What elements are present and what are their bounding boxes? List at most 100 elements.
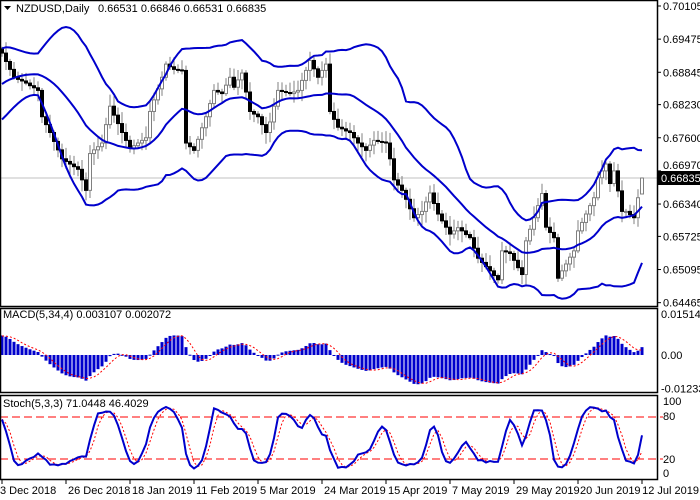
candle[interactable]	[364, 143, 368, 162]
candle[interactable]	[196, 136, 200, 158]
candle[interactable]	[516, 251, 520, 272]
candle[interactable]	[112, 96, 116, 123]
candle[interactable]	[84, 172, 88, 201]
candle[interactable]	[80, 160, 84, 192]
candle[interactable]	[592, 191, 596, 217]
candle[interactable]	[392, 147, 396, 191]
candle[interactable]	[300, 72, 304, 102]
candle[interactable]	[436, 192, 440, 222]
candle[interactable]	[256, 111, 260, 124]
candle[interactable]	[368, 138, 372, 158]
candle[interactable]	[320, 61, 324, 86]
macd-pane[interactable]	[0, 335, 644, 385]
candle[interactable]	[380, 132, 384, 153]
candle[interactable]	[500, 241, 504, 285]
candle[interactable]	[32, 77, 36, 95]
candle[interactable]	[496, 273, 500, 284]
candle[interactable]	[544, 190, 548, 231]
candle[interactable]	[640, 177, 644, 195]
candle[interactable]	[524, 236, 528, 285]
candle[interactable]	[636, 189, 640, 227]
candle[interactable]	[556, 233, 560, 282]
candle[interactable]	[388, 132, 392, 166]
candle[interactable]	[572, 247, 576, 268]
candle[interactable]	[204, 113, 208, 137]
candle[interactable]	[376, 130, 380, 145]
candle[interactable]	[296, 80, 300, 99]
candle[interactable]	[244, 70, 248, 100]
candle[interactable]	[340, 119, 344, 136]
candle[interactable]	[372, 131, 376, 155]
candle[interactable]	[92, 142, 96, 165]
candle[interactable]	[304, 66, 308, 90]
candle[interactable]	[440, 209, 444, 224]
candle[interactable]	[588, 202, 592, 222]
candle[interactable]	[332, 102, 336, 130]
stochastic-pane[interactable]	[0, 405, 663, 470]
dropdown-triangle-icon[interactable]	[4, 6, 11, 10]
candle[interactable]	[616, 163, 620, 198]
candle[interactable]	[76, 161, 80, 177]
candle[interactable]	[420, 200, 424, 226]
candle[interactable]	[512, 250, 516, 271]
candle[interactable]	[528, 225, 532, 245]
candle[interactable]	[224, 78, 228, 96]
candle[interactable]	[184, 65, 188, 150]
candle[interactable]	[308, 51, 312, 82]
candle[interactable]	[188, 136, 192, 155]
candle[interactable]	[96, 136, 100, 159]
candle[interactable]	[604, 161, 608, 181]
candle[interactable]	[8, 58, 12, 76]
candle[interactable]	[116, 107, 120, 135]
candle[interactable]	[504, 245, 508, 264]
candle[interactable]	[432, 184, 436, 211]
candle[interactable]	[228, 67, 232, 89]
candle[interactable]	[324, 57, 328, 78]
candle[interactable]	[88, 145, 92, 198]
candle[interactable]	[148, 100, 152, 143]
candle[interactable]	[312, 56, 316, 77]
candle[interactable]	[464, 223, 468, 238]
candle[interactable]	[348, 122, 352, 143]
candle[interactable]	[252, 109, 256, 123]
candle[interactable]	[44, 112, 48, 133]
candle[interactable]	[612, 162, 616, 187]
candle[interactable]	[488, 255, 492, 280]
candle[interactable]	[268, 112, 272, 143]
candle[interactable]	[260, 113, 264, 135]
candle[interactable]	[344, 121, 348, 141]
candle[interactable]	[120, 112, 124, 144]
candle[interactable]	[232, 68, 236, 91]
price-pane[interactable]	[0, 25, 657, 300]
candle[interactable]	[352, 125, 356, 147]
candle[interactable]	[576, 220, 580, 254]
candle[interactable]	[520, 260, 524, 285]
candle[interactable]	[560, 264, 564, 281]
candle[interactable]	[216, 82, 220, 95]
candle[interactable]	[468, 231, 472, 240]
candle[interactable]	[72, 155, 76, 176]
candle[interactable]	[28, 79, 32, 90]
candle[interactable]	[264, 116, 268, 144]
candle[interactable]	[276, 81, 280, 110]
candle[interactable]	[448, 216, 452, 246]
candle[interactable]	[200, 122, 204, 149]
candle[interactable]	[220, 88, 224, 104]
candle[interactable]	[396, 172, 400, 191]
candle[interactable]	[176, 64, 180, 74]
candle[interactable]	[452, 219, 456, 239]
candle[interactable]	[472, 229, 476, 258]
candle[interactable]	[568, 252, 572, 271]
candle[interactable]	[608, 161, 612, 192]
candle[interactable]	[240, 69, 244, 90]
candle[interactable]	[552, 222, 556, 243]
candle[interactable]	[460, 220, 464, 243]
candle[interactable]	[124, 123, 128, 148]
candle[interactable]	[424, 196, 428, 223]
candle[interactable]	[584, 210, 588, 232]
candle[interactable]	[336, 108, 340, 131]
candle[interactable]	[456, 220, 460, 241]
candle[interactable]	[152, 92, 156, 122]
candle[interactable]	[100, 134, 104, 152]
